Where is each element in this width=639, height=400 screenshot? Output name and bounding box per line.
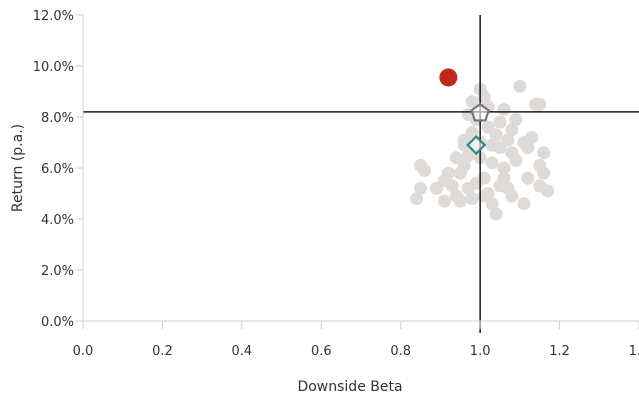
y-tick-label: 8.0% (41, 111, 74, 126)
y-tick-label: 4.0% (41, 213, 74, 228)
peer-point (533, 97, 547, 111)
peer-point (541, 184, 555, 198)
x-tick-label: 0.6 (311, 344, 332, 359)
peer-point (509, 153, 523, 167)
peer-point (418, 164, 432, 178)
peer-point (449, 151, 463, 165)
peer-point (437, 194, 451, 208)
x-tick-label: 1.0 (470, 344, 491, 359)
y-axis-ticks: 0.0% 2.0% 4.0% 6.0% 8.0% 10.0% 12.0% (33, 9, 83, 330)
y-tick-label: 2.0% (41, 264, 74, 279)
peer-point (441, 166, 455, 180)
peer-point (497, 102, 511, 116)
peer-point (457, 138, 471, 152)
peer-point (465, 95, 479, 109)
y-tick-label: 12.0% (33, 9, 74, 24)
peer-point (465, 125, 479, 139)
x-tick-label: 0.0 (73, 344, 94, 359)
x-axis-ticks: 0.0 0.2 0.4 0.6 0.8 1.0 1.2 1.4 (73, 321, 639, 359)
benchmark-point (470, 102, 490, 122)
x-tick-label: 0.2 (152, 344, 173, 359)
peer-point (537, 146, 551, 160)
peer-point (414, 181, 428, 195)
peer-points-group (410, 79, 555, 221)
peer-point (521, 171, 535, 185)
peer-point (497, 161, 511, 175)
peer-point (489, 207, 503, 221)
peer-point (517, 197, 531, 211)
peer-point (493, 115, 507, 129)
highlight-point (439, 68, 458, 87)
x-tick-label: 0.8 (390, 344, 411, 359)
peer-point (537, 166, 551, 180)
peer-point (509, 113, 523, 127)
peer-point (505, 123, 519, 137)
highlighted-points-group (439, 68, 490, 156)
reference-lines (83, 15, 639, 333)
peer-point (410, 192, 424, 206)
x-tick-label: 1.4 (629, 344, 639, 359)
x-tick-label: 1.2 (549, 344, 570, 359)
x-tick-label: 0.4 (232, 344, 253, 359)
y-tick-label: 0.0% (41, 315, 74, 330)
peer-point (485, 156, 499, 170)
peer-point (465, 192, 479, 206)
peer-point (489, 128, 503, 142)
peer-point (505, 189, 519, 203)
peer-point (445, 179, 459, 193)
alternative-point (466, 134, 487, 156)
peer-point (517, 136, 531, 149)
y-tick-label: 10.0% (33, 60, 74, 75)
peer-point (513, 79, 527, 93)
axes (82, 15, 639, 322)
peer-point (453, 194, 467, 208)
peer-point (497, 171, 511, 185)
y-tick-label: 6.0% (41, 162, 74, 177)
y-axis-title: Return (p.a.) (10, 124, 26, 212)
x-axis-title: Downside Beta (297, 379, 402, 395)
peer-point (493, 141, 507, 155)
